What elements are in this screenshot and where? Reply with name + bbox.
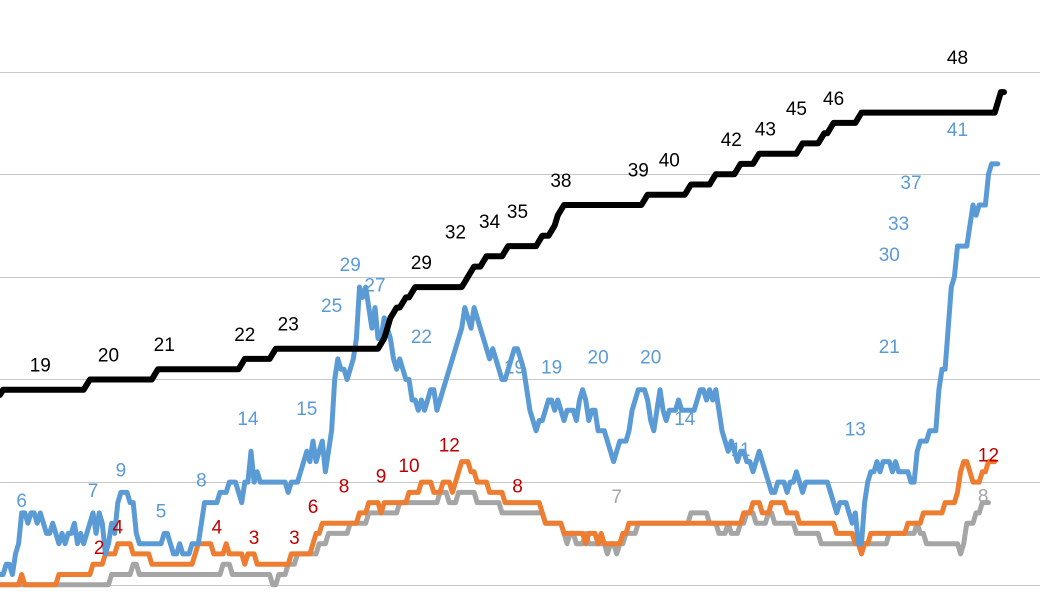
- data-label-5: 29: [411, 253, 432, 274]
- data-label-0: 19: [30, 356, 51, 377]
- data-label-41: 4: [113, 518, 124, 539]
- data-label-13: 43: [755, 120, 776, 141]
- data-label-4: 23: [278, 315, 299, 336]
- data-label-19: 9: [116, 460, 127, 481]
- data-label-11: 40: [659, 151, 680, 172]
- data-label-35: 21: [879, 337, 900, 358]
- data-label-25: 29: [340, 255, 361, 276]
- data-label-12: 42: [721, 130, 742, 151]
- data-label-43: 3: [249, 528, 260, 549]
- data-label-38: 37: [900, 173, 921, 194]
- data-label-49: 12: [439, 436, 460, 457]
- data-label-21: 8: [196, 471, 207, 492]
- series-line-1: [0, 161, 1001, 577]
- series-line-2: [0, 459, 998, 588]
- data-label-23: 15: [296, 399, 317, 420]
- data-label-30: 20: [588, 348, 609, 369]
- data-label-6: 32: [445, 222, 466, 243]
- gridlines: [0, 72, 1040, 586]
- series-lines: [0, 89, 1007, 588]
- data-label-14: 45: [786, 99, 807, 120]
- data-label-32: 14: [674, 409, 696, 430]
- data-label-9: 38: [550, 171, 571, 192]
- data-label-15: 46: [823, 89, 844, 110]
- data-label-52: 7: [611, 487, 622, 508]
- data-label-53: 8: [978, 487, 989, 508]
- data-label-2: 21: [154, 335, 175, 356]
- series-line-3: [0, 489, 991, 588]
- data-label-50: 8: [512, 477, 523, 498]
- data-label-20: 5: [156, 501, 167, 522]
- data-label-39: 41: [947, 120, 968, 141]
- data-label-26: 27: [364, 276, 385, 297]
- data-label-34: 13: [845, 419, 866, 440]
- data-label-22: 14: [237, 409, 259, 430]
- data-label-40: 2: [94, 538, 105, 559]
- data-label-28: 19: [504, 358, 525, 379]
- data-label-31: 20: [640, 348, 661, 369]
- data-label-48: 10: [398, 456, 419, 477]
- data-label-46: 8: [339, 477, 350, 498]
- data-label-47: 9: [376, 466, 387, 487]
- data-label-7: 34: [479, 212, 501, 233]
- data-label-51: 12: [978, 446, 999, 467]
- series-line-0: [0, 89, 1007, 398]
- data-label-8: 35: [507, 202, 528, 223]
- data-label-45: 6: [308, 497, 319, 518]
- data-label-29: 19: [541, 358, 562, 379]
- data-label-44: 3: [289, 528, 300, 549]
- data-label-3: 22: [234, 325, 255, 346]
- data-label-42: 4: [212, 518, 223, 539]
- data-label-27: 22: [411, 327, 432, 348]
- data-label-16: 48: [947, 48, 968, 69]
- data-label-18: 7: [88, 481, 99, 502]
- data-label-1: 20: [98, 346, 119, 367]
- data-label-17: 6: [16, 491, 27, 512]
- data-label-36: 30: [879, 245, 900, 266]
- data-label-37: 33: [888, 214, 909, 235]
- data-label-24: 25: [321, 296, 342, 317]
- data-label-10: 39: [628, 161, 649, 182]
- data-label-33: 11: [731, 440, 751, 461]
